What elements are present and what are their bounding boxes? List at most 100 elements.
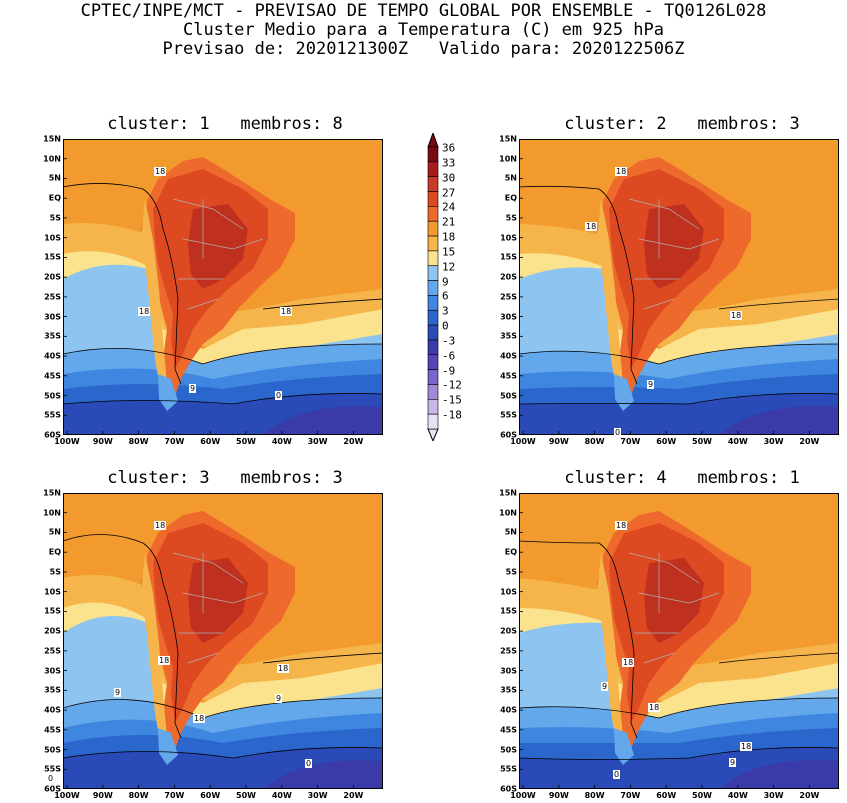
country-border: [638, 238, 720, 250]
lat-tick-label: 55S: [44, 764, 61, 774]
andes-strip: [597, 199, 623, 394]
map-frame: [519, 493, 839, 789]
lat-tick-label: 25S: [500, 646, 517, 656]
country-border: [628, 198, 700, 230]
lat-tick-label: 15N: [43, 488, 61, 498]
lat-tick-label: 25S: [44, 646, 61, 656]
colorbar-swatch: [427, 280, 439, 296]
lat-tick-label: 15N: [499, 134, 517, 144]
lat-tick-label: 10N: [499, 154, 517, 164]
country-border: [643, 298, 675, 310]
lon-tick-label: 30W: [763, 791, 784, 800]
colorbar-swatch: [427, 235, 439, 252]
contour-18: [519, 185, 638, 385]
lat-tick-label: 35S: [500, 685, 517, 695]
contour-label: 0: [275, 391, 283, 400]
contour-0: [519, 393, 839, 405]
lat-tick-label: 30S: [44, 666, 61, 676]
colorbar-swatch: [427, 206, 439, 222]
contour-label: 18: [154, 521, 167, 530]
lat-tick-label: 30S: [44, 312, 61, 322]
lat-tick-label: 60S: [500, 784, 517, 794]
andes-strip: [141, 553, 167, 748]
map-frame: [63, 139, 383, 435]
lat-tick-label: 5N: [48, 173, 61, 183]
lon-tick-label: 50W: [692, 791, 712, 800]
lon-tick-label: 40W: [271, 791, 292, 800]
lat-tick-label: 10S: [500, 587, 517, 597]
country-border: [172, 552, 244, 584]
lat-tick-label: 10S: [500, 233, 517, 243]
colorbar-swatch: [427, 146, 439, 163]
lat-tick-label: 20S: [500, 626, 517, 636]
map-panel-1: [63, 139, 383, 435]
colorbar-label: 0: [442, 319, 449, 333]
contour-label: 0: [613, 770, 621, 779]
contour-label: 9: [275, 694, 283, 703]
lat-tick-label: EQ: [504, 547, 517, 557]
colorbar: 36 33 30 27 24 21 18 15 12 9 6 3 0 -3 -6 -9 -12 -15 -18: [424, 133, 484, 441]
lat-tick-label: 15N: [499, 488, 517, 498]
contour-label: 18: [648, 703, 661, 712]
lat-tick-label: 40S: [44, 705, 61, 715]
field-band-darkblue: [263, 760, 383, 789]
contour-label: 18: [730, 311, 743, 320]
colorbar-swatch: [427, 176, 439, 192]
lat-tick-label: 45S: [44, 725, 61, 735]
lat-axis-3: 15N 10N 5N EQ 5S 10S 15S 20S 25S 30S 35S 40S 45S 50S 5…: [27, 489, 63, 794]
lon-tick-label: 50W: [236, 437, 256, 446]
colorbar-swatch: [427, 220, 439, 237]
lat-tick-label: EQ: [48, 547, 61, 557]
colorbar-swatch: [427, 191, 439, 207]
colorbar-label: 9: [442, 275, 449, 289]
lat-tick-label: 15S: [500, 606, 517, 616]
lat-tick-label: 50S: [44, 745, 61, 755]
contour-label: 18: [280, 307, 293, 316]
lon-axis-3: 100W 90W 80W 70W 60W 50W 40W 30W 20W: [54, 791, 383, 803]
lat-tick-label: 30S: [500, 666, 517, 676]
lat-tick-label: 60S: [44, 784, 61, 794]
header-dates: Previsao de: 2020121300Z Valido para: 20…: [162, 39, 685, 59]
lat-tick-label: 15N: [43, 134, 61, 144]
colorbar-bottom-arrow: [427, 428, 439, 441]
colorbar-swatch: [427, 339, 439, 356]
contour-label: 0: [614, 428, 622, 437]
lat-tick-label: 5S: [49, 213, 61, 223]
lat-tick-label: 20S: [44, 272, 61, 282]
lon-tick-label: 60W: [200, 791, 221, 800]
colorbar-swatch: [427, 384, 439, 400]
lat-tick-label: 30S: [500, 312, 517, 322]
patagonia: [614, 374, 634, 411]
colorbar-label: 6: [442, 289, 449, 303]
colorbar-swatch: [427, 413, 439, 430]
country-border: [187, 652, 219, 664]
lat-tick-label: 5N: [504, 173, 517, 183]
colorbar-label: -3: [442, 334, 456, 348]
lat-tick-label: 10S: [44, 587, 61, 597]
lat-tick-label: EQ: [48, 193, 61, 203]
colorbar-label: 15: [442, 245, 456, 259]
contour-label: 18: [615, 167, 628, 176]
colorbar-label: 24: [442, 200, 456, 214]
colorbar-label: 18: [442, 230, 456, 244]
panel-4-title: cluster: 4 membros: 1: [564, 468, 800, 488]
patagonia: [614, 728, 634, 765]
lon-tick-label: 20W: [799, 437, 820, 446]
lon-axis-4: 100W 90W 80W 70W 60W 50W 40W 30W 20W: [510, 791, 839, 803]
lat-tick-label: 20S: [44, 626, 61, 636]
panel-2-title: cluster: 2 membros: 3: [564, 114, 800, 134]
lon-tick-label: 20W: [799, 791, 820, 800]
colorbar-swatch: [427, 324, 439, 341]
lat-tick-label: 5S: [505, 213, 517, 223]
lon-tick-label: 80W: [128, 791, 149, 800]
field-band-darkblue: [719, 406, 839, 435]
lon-tick-label: 70W: [620, 437, 641, 446]
lat-tick-label: 25S: [44, 292, 61, 302]
lon-tick-label: 80W: [128, 437, 149, 446]
colorbar-label: -6: [442, 349, 456, 363]
country-border: [172, 198, 244, 230]
header-title: CPTEC/INPE/MCT - PREVISAO DE TEMPO GLOBA…: [80, 1, 767, 21]
contour-0: [519, 747, 839, 760]
lat-tick-label: 35S: [500, 331, 517, 341]
lat-tick-label: 35S: [44, 331, 61, 341]
